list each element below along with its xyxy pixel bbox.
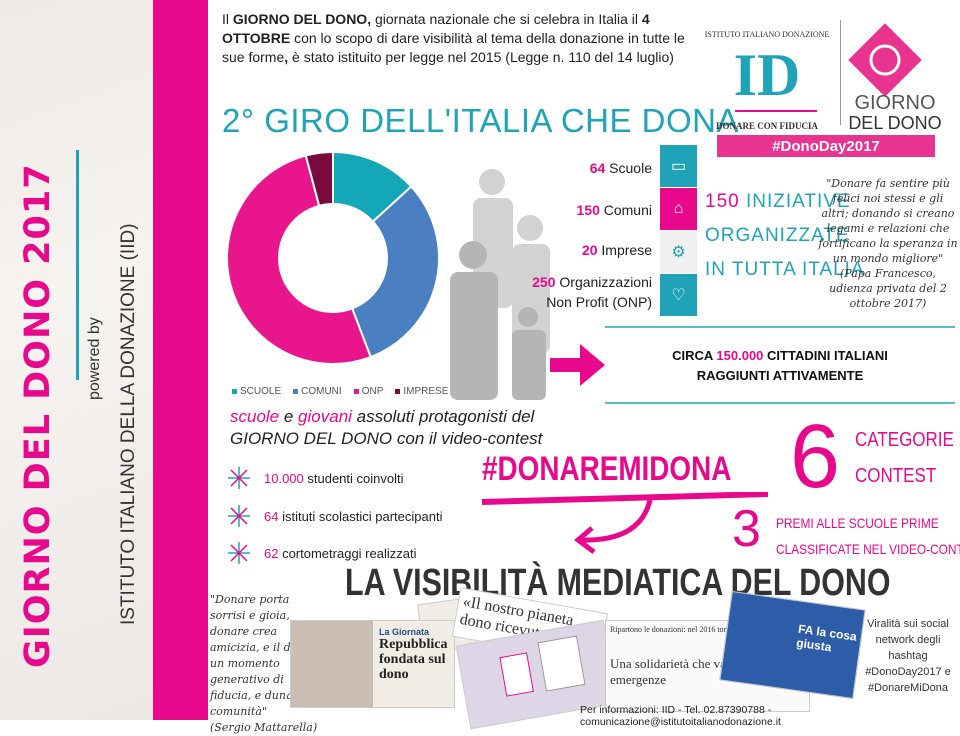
prizes-label: PREMI ALLE SCUOLE PRIME CLASSIFICATE NEL …	[776, 515, 960, 557]
logo-graphic: ISTITUTO ITALIANO DONAZIONE ID DONARE CO…	[705, 20, 942, 157]
tv-screenshot: FA la cosa giusta	[719, 591, 866, 699]
town-hall-icon: ⌂	[660, 188, 697, 230]
footer-contacts: Per informazioni: IID - Tel. 02.87390788…	[580, 704, 781, 728]
legend-item: IMPRESE	[395, 386, 448, 397]
gears-icon: ⚙	[660, 231, 697, 273]
contest-hashtag: #DONAREMIDONA	[482, 450, 732, 488]
categories-count: 6	[790, 407, 841, 507]
divider	[76, 150, 79, 380]
logo-brand-line1: GIORNO	[854, 92, 935, 114]
stat-imprese: 20 Imprese	[581, 242, 652, 258]
stat-organizzazioni: 250 Organizzazioni Non Profit (ONP)	[532, 274, 652, 310]
hashtag-banner: #DonoDay2017	[772, 138, 880, 155]
prizes-count: 3	[732, 500, 761, 558]
donut-slice-comuni	[350, 185, 440, 359]
legend-item: SCUOLE	[232, 386, 281, 397]
logo-arc-text: ISTITUTO ITALIANO DONAZIONE	[705, 30, 829, 39]
people-silhouettes-icon	[450, 169, 550, 400]
bullet-item: 10.000 studenti coinvolti	[228, 467, 404, 489]
divider	[605, 402, 955, 404]
press-clipping: La Giornata Repubblica fondata sul dono	[290, 620, 455, 708]
legend-item: COMUNI	[293, 386, 342, 397]
donut-slice-onp	[226, 154, 372, 365]
intro-paragraph: Il GIORNO DEL DONO, giornata nazionale c…	[222, 11, 685, 65]
social-virality-text: Viralità sui social network degli hashta…	[865, 618, 951, 694]
asterisk-icon	[228, 542, 250, 564]
pope-quote: "Donare fa sentire più felici noi stessi…	[818, 177, 958, 310]
curved-arrow-icon	[481, 492, 769, 554]
powered-by-label: powered by	[86, 317, 103, 400]
asterisk-icon	[228, 505, 250, 527]
logo-brand-line2: DEL DONO	[848, 113, 941, 133]
bullet-item: 64 istituti scolastici partecipanti	[228, 505, 442, 527]
pink-stripe	[153, 0, 208, 720]
logo-tagline: DONARE CON FIDUCIA	[716, 121, 819, 131]
gift-diamond-icon	[848, 23, 922, 97]
photo	[291, 621, 373, 707]
chart-legend: SCUOLE COMUNI ONP IMPRESE	[232, 386, 448, 397]
media-heading: LA VISIBILITÀ MEDIATICA DEL DONO	[345, 562, 891, 604]
logo-monogram: ID	[734, 42, 801, 108]
logo-block: ISTITUTO ITALIANO DONAZIONE ID DONARE CO…	[705, 5, 953, 160]
book-icon: ▭	[660, 145, 697, 187]
asterisk-icon	[228, 467, 250, 489]
bullet-item: 62 cortometraggi realizzati	[228, 542, 416, 564]
stat-comuni: 150 Comuni	[576, 202, 653, 218]
contest-subtitle: scuole e giovani assoluti protagonisti d…	[230, 407, 543, 448]
categories-label: CATEGORIE CONTEST	[855, 429, 954, 487]
sidebar-title: GIORNO DEL DONO 2017	[18, 163, 58, 668]
institute-name: ISTITUTO ITALIANO DELLA DONAZIONE (IID)	[118, 223, 139, 625]
divider	[605, 326, 955, 328]
stat-scuole: 64 Scuole	[589, 160, 652, 176]
donut-slice-imprese	[304, 150, 334, 208]
reach-text: CIRCA 150.000 CITTADINI ITALIANI RAGGIUNT…	[672, 348, 888, 383]
heart-icon: ♡	[660, 274, 697, 316]
donut-chart	[226, 150, 440, 365]
section-heading: 2° GIRO DELL'ITALIA CHE DONA	[222, 102, 740, 139]
arrow-right-icon	[550, 344, 605, 386]
initiatives-count: 150 INIZIATIVE ORGANIZZATE IN TUTTA ITALIA	[705, 191, 865, 280]
legend-item: ONP	[353, 386, 383, 397]
